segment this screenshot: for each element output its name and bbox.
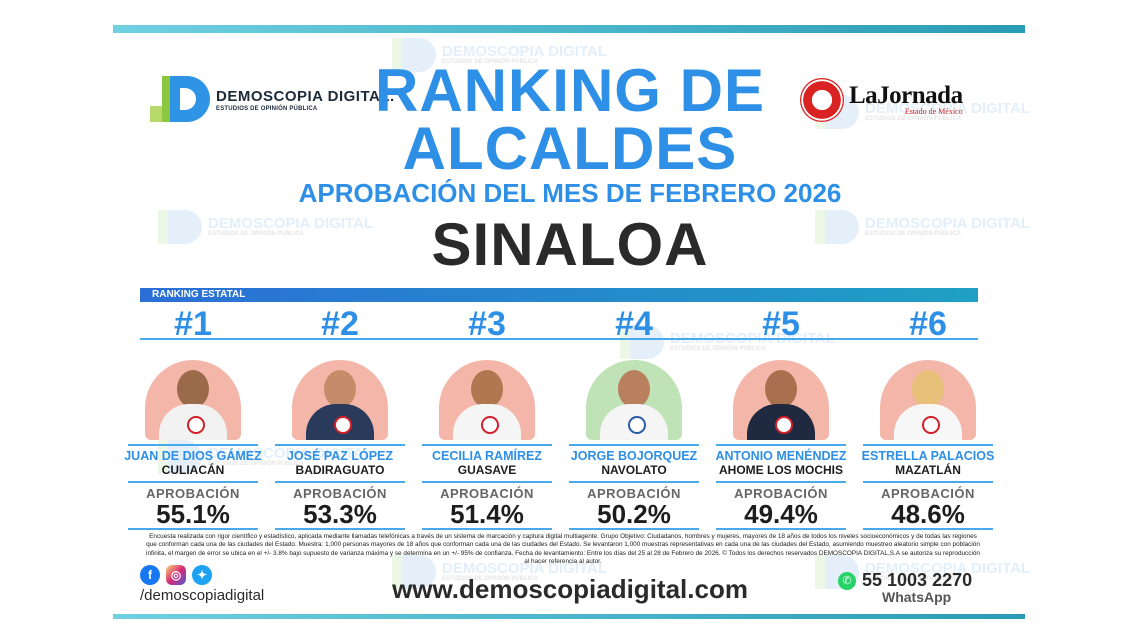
whatsapp-label: WhatsApp [882, 589, 952, 605]
approval-value: 48.6% [891, 499, 965, 529]
subtitle: APROBACIÓN DEL MES DE FEBRERO 2026 [298, 178, 842, 208]
candidate-city: NAVOLATO [601, 463, 667, 477]
demoscopia-logo: DEMOSCOPIA DIGITAL. ESTUDIOS DE OPINIÓN … [150, 74, 395, 126]
state-name: SINALOA [431, 211, 709, 278]
facebook-icon[interactable]: f [140, 565, 160, 585]
ranking-bar: RANKING ESTATAL [140, 288, 978, 302]
divider [140, 338, 978, 340]
candidate-rank: #4 [615, 305, 653, 343]
approval-label: APROBACIÓN [440, 486, 534, 501]
phone-number: 55 1003 2270 [862, 570, 973, 590]
candidate-card: #1 JUAN DE DIOS GÁMEZ CULIACÁN APROBACIÓ… [120, 306, 266, 530]
candidate-name: ESTRELLA PALACIOS [861, 449, 995, 463]
watermark: DEMOSCOPIA DIGITAL ESTUDIOS DE OPINIÓN PÚ… [158, 210, 373, 244]
methodology-footnote: Encuesta realizada con rigor científico … [146, 533, 980, 566]
approval-label: APROBACIÓN [146, 486, 240, 501]
la-jornada-name: LaJornada [849, 82, 963, 109]
candidate-photo [292, 360, 388, 440]
sun-icon [800, 78, 844, 122]
candidate-photo [880, 360, 976, 440]
candidate-name: ANTONIO MENÉNDEZ [715, 449, 847, 463]
watermark: DEMOSCOPIA DIGITAL ESTUDIOS DE OPINIÓN PÚ… [620, 325, 835, 359]
candidate-rank: #3 [468, 305, 506, 343]
candidate-rank: #6 [909, 305, 947, 343]
approval-label: APROBACIÓN [881, 486, 975, 501]
la-jornada-sub: Estado de México [904, 107, 963, 116]
poster [113, 0, 1025, 640]
candidate-rank: #1 [174, 305, 212, 343]
candidate-photo [439, 360, 535, 440]
candidate-photo [586, 360, 682, 440]
instagram-icon[interactable]: ◎ [166, 565, 186, 585]
approval-label: APROBACIÓN [587, 486, 681, 501]
title-line-1: RANKING DE [374, 57, 765, 124]
approval-value: 50.2% [597, 499, 671, 529]
bottom-accent-bar [113, 614, 1025, 619]
approval-value: 51.4% [450, 499, 524, 529]
website-link[interactable]: www.demoscopiadigital.com [392, 574, 748, 604]
title-line-2: ALCALDES [402, 115, 738, 182]
demoscopia-logo-name: DEMOSCOPIA DIGITAL. [216, 87, 395, 105]
candidate-city: MAZATLÁN [895, 463, 961, 477]
approval-label: APROBACIÓN [293, 486, 387, 501]
social-icons: f ◎ ✦ [140, 565, 212, 585]
la-jornada-logo: LaJornada Estado de México [800, 78, 963, 122]
candidate-name: JUAN DE DIOS GÁMEZ [124, 449, 262, 463]
whatsapp-icon: ✆ [838, 571, 856, 590]
demoscopia-logo-icon [150, 74, 212, 126]
candidate-city: CULIACÁN [161, 463, 225, 477]
social-handle[interactable]: /demoscopiadigital [140, 587, 265, 604]
page-title: RANKING DE ALCALDES [300, 57, 840, 182]
candidate-card: #3 CECILIA RAMÍREZ GUASAVE APROBACIÓN 51… [414, 306, 560, 530]
candidate-card: #2 JOSÉ PAZ LÓPEZ BADIRAGUATO APROBACIÓN… [267, 306, 413, 530]
top-accent-bar [113, 25, 1025, 33]
candidate-city: BADIRAGUATO [295, 463, 385, 477]
candidate-card: #6 ESTRELLA PALACIOS MAZATLÁN APROBACIÓN… [855, 306, 1001, 530]
candidate-photo [145, 360, 241, 440]
approval-value: 49.4% [744, 499, 818, 529]
twitter-icon[interactable]: ✦ [192, 565, 212, 585]
candidate-rank: #2 [321, 305, 359, 343]
candidate-card: #5 ANTONIO MENÉNDEZ AHOME LOS MOCHIS APR… [708, 306, 854, 530]
candidate-city: GUASAVE [457, 463, 517, 477]
ranking-label: RANKING ESTATAL [152, 289, 246, 300]
approval-label: APROBACIÓN [734, 486, 828, 501]
candidate-name: JORGE BOJORQUEZ [570, 449, 698, 463]
candidate-card: #4 JORGE BOJORQUEZ NAVOLATO APROBACIÓN 5… [561, 306, 707, 530]
watermark: DEMOSCOPIA DIGITAL ESTUDIOS DE OPINIÓN PÚ… [392, 38, 607, 72]
watermark: DEMOSCOPIA DIGITAL ESTUDIOS DE OPINIÓN PÚ… [815, 210, 1030, 244]
candidate-rank: #5 [762, 305, 800, 343]
candidate-photo [733, 360, 829, 440]
demoscopia-logo-sub: ESTUDIOS DE OPINIÓN PÚBLICA [216, 105, 318, 112]
phone-contact[interactable]: ✆ 55 1003 2270 [838, 570, 972, 591]
watermark: DEMOSCOPIA DIGITAL ESTUDIOS DE OPINIÓN PÚ… [392, 555, 607, 589]
candidate-name: JOSÉ PAZ LÓPEZ [286, 449, 394, 463]
approval-value: 53.3% [303, 499, 377, 529]
candidate-name: CECILIA RAMÍREZ [432, 449, 542, 463]
candidate-city: AHOME LOS MOCHIS [718, 463, 843, 477]
approval-value: 55.1% [156, 499, 230, 529]
